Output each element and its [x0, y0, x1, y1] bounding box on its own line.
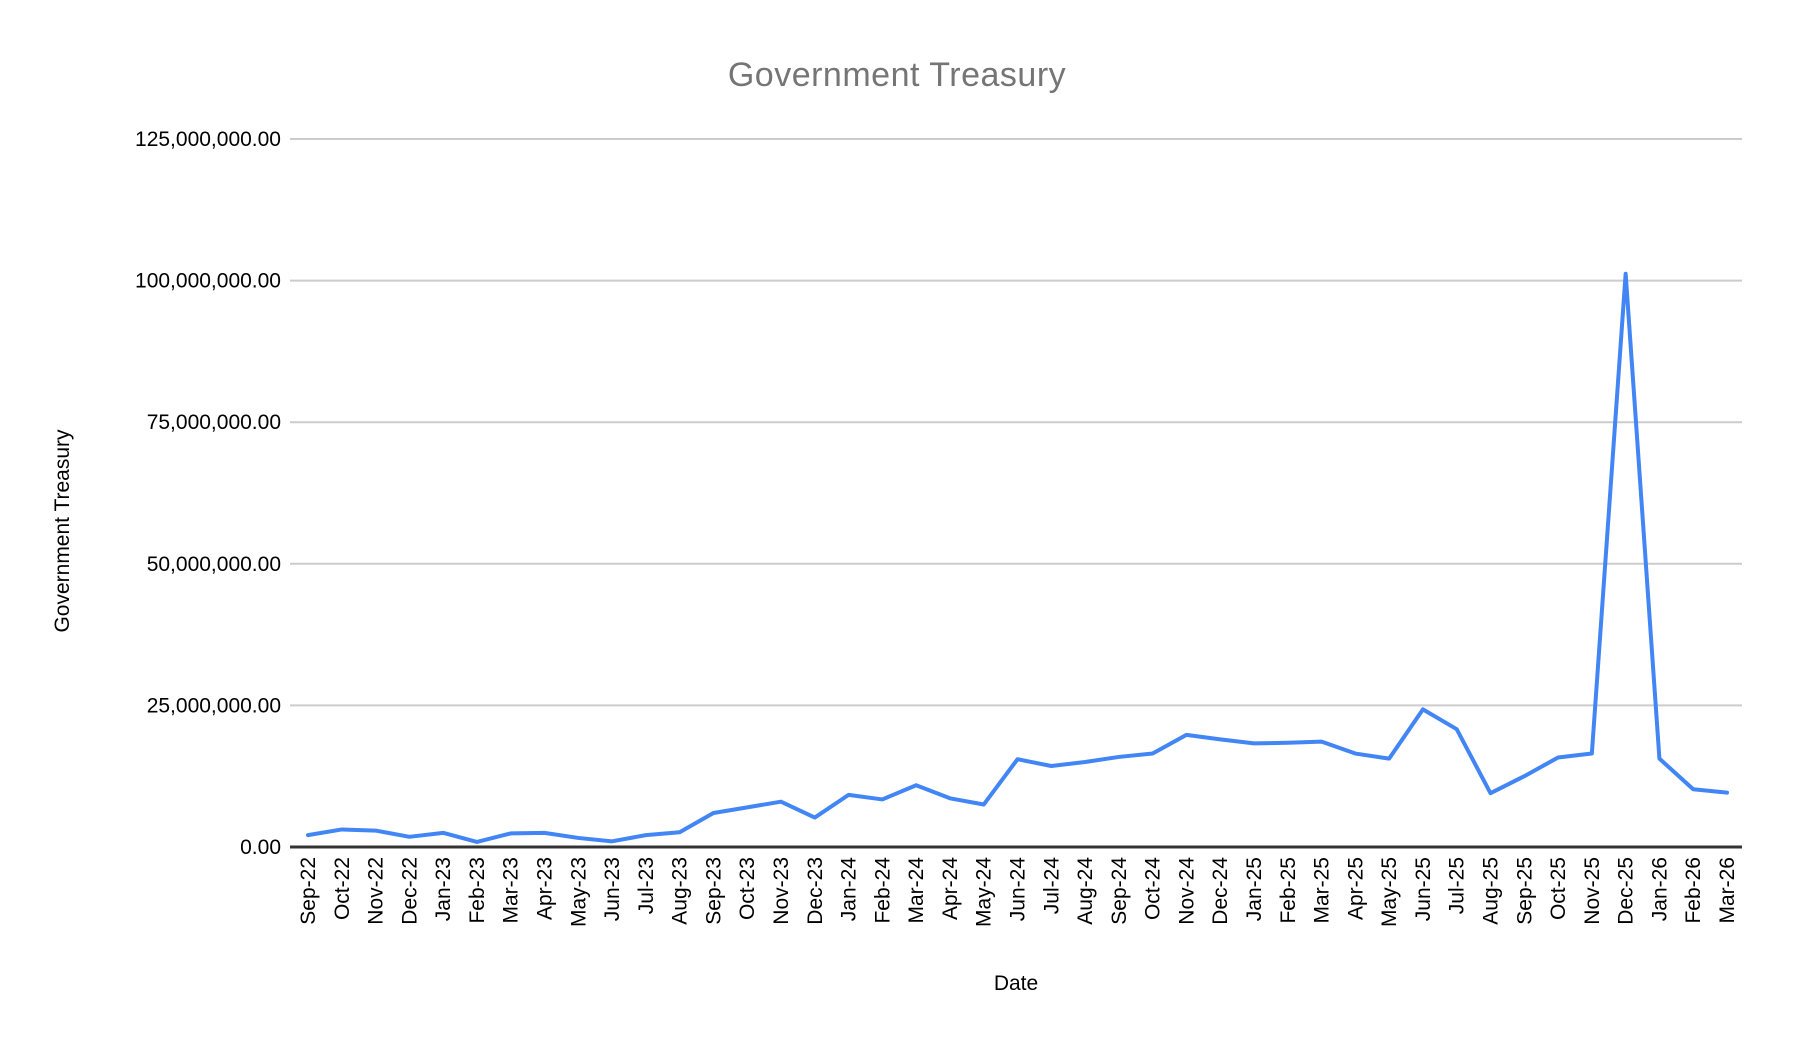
x-tick-label: Jul-24: [1040, 857, 1063, 915]
y-tick-label: 100,000,000.00: [135, 270, 281, 293]
x-tick-label: May-24: [973, 857, 996, 927]
x-tick-label: Apr-24: [939, 857, 962, 920]
x-tick-label: Sep-22: [297, 857, 320, 925]
x-tick-label: Nov-22: [365, 857, 388, 925]
x-tick-label: Sep-24: [1108, 857, 1131, 925]
chart-title: Government Treasury: [727, 56, 1067, 94]
x-tick-label: Oct-24: [1142, 857, 1165, 920]
x-tick-label: Jul-23: [635, 857, 658, 914]
x-tick-label: Dec-24: [1209, 857, 1232, 925]
x-tick-label: Jun-24: [1007, 857, 1030, 922]
y-tick-label: 25,000,000.00: [147, 694, 281, 717]
x-tick-label: Feb-26: [1682, 857, 1705, 924]
x-tick-label: Sep-23: [702, 857, 725, 925]
x-tick-label: Dec-25: [1615, 857, 1638, 925]
x-tick-label: Dec-22: [398, 857, 421, 925]
x-tick-label: Jan-25: [1243, 857, 1266, 921]
y-tick-label: 125,000,000.00: [135, 128, 281, 151]
x-tick-label: Mar-26: [1716, 857, 1739, 924]
x-tick-label: Aug-24: [1074, 857, 1097, 925]
x-tick-label: Aug-25: [1480, 857, 1503, 925]
x-tick-label: Feb-23: [466, 857, 489, 924]
y-tick-label: 0.00: [240, 836, 281, 859]
x-tick-label: Jan-26: [1648, 857, 1671, 921]
x-tick-label: Nov-24: [1175, 857, 1198, 925]
x-tick-label: Apr-25: [1344, 857, 1367, 920]
x-tick-label: Jun-23: [601, 857, 624, 921]
x-axis-title: Date: [993, 972, 1039, 995]
x-tick-label: Oct-25: [1547, 857, 1570, 920]
x-tick-label: Oct-22: [331, 857, 354, 920]
x-tick-label: Jul-25: [1446, 857, 1469, 914]
x-tick-label: Mar-23: [500, 857, 523, 924]
x-tick-label: Apr-23: [534, 857, 557, 920]
x-tick-label: May-25: [1378, 857, 1401, 927]
x-tick-label: Dec-23: [804, 857, 827, 925]
y-tick-label: 75,000,000.00: [147, 411, 281, 434]
x-tick-label: Aug-23: [669, 857, 692, 925]
x-tick-label: Feb-24: [871, 857, 894, 924]
x-tick-label: Jan-24: [838, 857, 861, 922]
x-tick-label: Nov-23: [770, 857, 793, 925]
x-tick-label: Feb-25: [1277, 857, 1300, 924]
x-tick-label: Nov-25: [1581, 857, 1604, 925]
x-tick-label: Mar-24: [905, 857, 928, 924]
y-tick-label: 50,000,000.00: [147, 553, 281, 576]
x-tick-label: May-23: [567, 857, 590, 927]
x-tick-label: Sep-25: [1513, 857, 1536, 925]
x-tick-label: Jun-25: [1412, 857, 1435, 921]
x-tick-label: Oct-23: [736, 857, 759, 920]
x-tick-label: Jan-23: [432, 857, 455, 921]
series-line-government-treasury: [306, 271, 1729, 844]
x-tick-label: Mar-25: [1311, 857, 1334, 924]
